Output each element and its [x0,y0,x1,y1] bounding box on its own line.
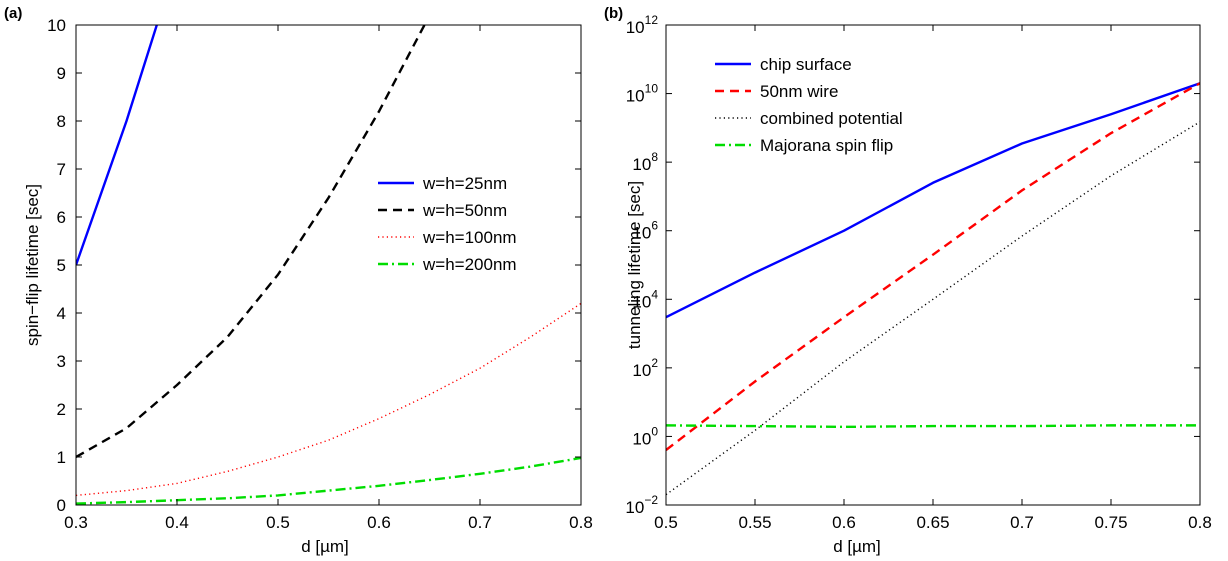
y-tick-label: 4 [57,304,66,323]
y-tick-label: 100 [632,424,658,448]
series-line-3 [666,424,1200,429]
y-tick-label: 1010 [626,82,659,106]
x-tick-label: 0.75 [1094,513,1127,532]
y-tick-label: 104 [632,287,658,311]
chart-panel-b: (b) tunneling lifetime [sec] d [µm] 0.5 0… [604,5,1212,556]
series-line-0 [76,25,158,266]
plot-area-b: 0.5 0.55 0.6 0.65 0.7 0.75 0.8 10−2 100 102 104 106… [625,13,1211,532]
y-tick-label: 0 [57,496,66,515]
y-axis-label-a: spin−flip lifetime [sec] [23,184,42,346]
x-tick-label: 0.65 [916,513,949,532]
legend-label-3: w=h=200nm [422,255,517,274]
y-tick-label: 10−2 [625,493,658,517]
y-axis-label-b: tunneling lifetime [sec] [625,181,644,349]
legend: chip surface 50nm wire combined potential M… [715,55,903,155]
x-tick-label: 0.5 [654,513,678,532]
series-line-3 [76,456,581,505]
legend-label-2: combined potential [760,109,903,128]
x-tick-label: 0.7 [1010,513,1034,532]
plot-frame [665,24,1201,506]
x-tick-label: 0.7 [468,513,492,532]
y-tick-label: 7 [57,160,66,179]
legend-label-0: chip surface [760,55,852,74]
y-tick-label: 102 [632,356,658,380]
y-tick-label: 108 [632,150,658,174]
legend-label-2: w=h=100nm [422,228,517,247]
legend-label-1: w=h=50nm [422,201,507,220]
x-axis-label-b: d [µm] [833,537,881,556]
plot-area-a: 0.3 0.4 0.5 0.6 0.7 0.8012345678910w=h=25nmw=… [47,16,593,532]
legend-label-3: Majorana spin flip [760,136,893,155]
series-line-1 [76,25,426,459]
legend-label-0: w=h=25nm [422,174,507,193]
y-tick-label: 1 [57,448,66,467]
y-tick-label: 8 [57,112,66,131]
series-line-2 [76,302,581,497]
y-tick-label: 3 [57,352,66,371]
x-tick-label: 0.8 [1188,513,1212,532]
chart-panel-a: (a) spin−flip lifetime [sec] d [µm] 0.3 0… [4,5,593,556]
y-tick-label: 2 [57,400,66,419]
legend-label-1: 50nm wire [760,82,838,101]
y-tick-label: 5 [57,256,66,275]
x-tick-label: 0.6 [367,513,391,532]
x-tick-label: 0.4 [165,513,189,532]
y-tick-label: 6 [57,208,66,227]
series-line-1 [666,82,1200,452]
y-tick-label: 10 [47,16,66,35]
series-line-0 [666,82,1200,319]
y-tick-label: 9 [57,64,66,83]
series-line-2 [666,121,1200,496]
x-axis-label-a: d [µm] [301,537,349,556]
x-tick-label: 0.3 [64,513,88,532]
x-tick-label: 0.5 [266,513,290,532]
legend: w=h=25nm w=h=50nm w=h=100nm w=h=200nm [378,174,517,274]
x-tick-label: 0.8 [569,513,593,532]
panel-label-a: (a) [4,5,22,22]
y-tick-label: 1012 [626,13,659,37]
panel-label-b: (b) [604,5,623,22]
series-group [76,25,581,505]
x-tick-label: 0.6 [832,513,856,532]
x-tick-label: 0.55 [738,513,771,532]
series-group [666,82,1200,496]
y-tick-label: 106 [632,219,658,243]
